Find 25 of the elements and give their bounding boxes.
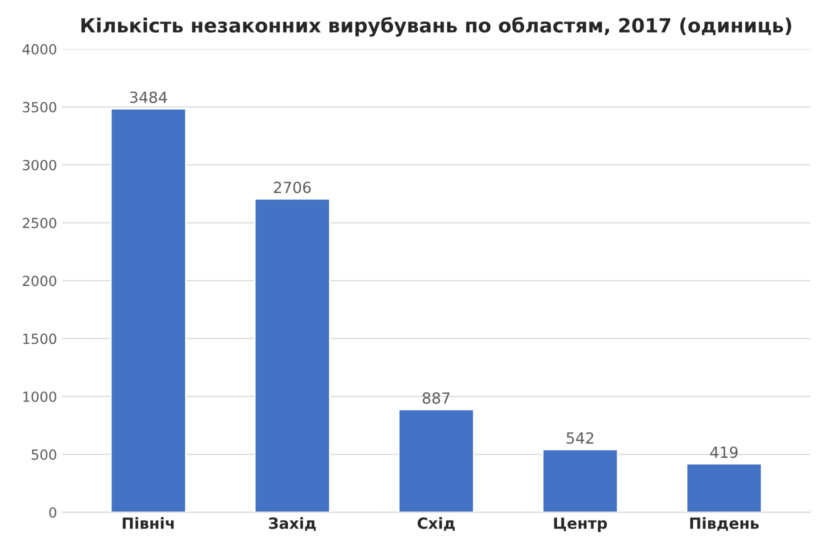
data-label: 419 [710,446,738,458]
x-tick-label: Південь [690,517,759,531]
x-tick-label: Північ [122,517,174,529]
bar [686,463,762,512]
chart-title: Кількість незаконних вирубувань по областям, 2017 (одиниць) [81,16,792,37]
y-tick-label: 2000 [22,276,56,286]
y-tick-label: 2500 [22,218,56,228]
bar [254,198,330,512]
x-tick-label: Схід [418,517,455,531]
bar [398,408,474,512]
data-label: 887 [422,392,450,404]
bar [110,108,186,512]
y-tick-label: 500 [32,449,56,460]
x-tick-label: Центр [554,518,607,532]
x-tick-label: Захід [269,517,316,531]
y-tick-label: 3000 [22,160,56,170]
data-label: 2706 [274,182,311,194]
bar [542,448,618,512]
data-label: 3484 [130,92,167,104]
y-tick-label: 3500 [22,102,56,112]
data-label: 542 [566,432,594,444]
y-tick-label: 1000 [23,391,56,402]
y-tick-label: 0 [49,507,56,518]
y-tick-label: 4000 [22,44,56,55]
y-tick-label: 1500 [23,334,56,344]
